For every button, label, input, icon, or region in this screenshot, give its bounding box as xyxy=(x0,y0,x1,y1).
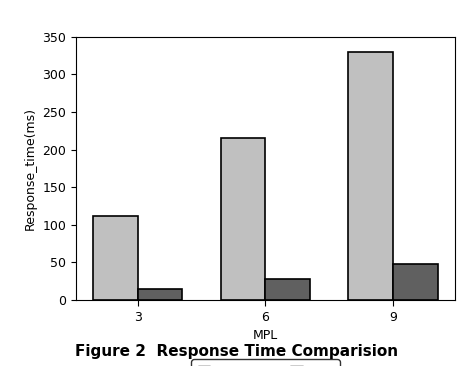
Bar xyxy=(348,52,393,300)
X-axis label: MPL: MPL xyxy=(253,329,278,342)
Bar xyxy=(93,216,138,300)
Bar xyxy=(265,279,310,300)
Bar xyxy=(221,138,265,300)
Bar xyxy=(138,289,182,300)
Legend: 2PC, 1PC: 2PC, 1PC xyxy=(191,359,339,366)
Y-axis label: Response_time(ms): Response_time(ms) xyxy=(24,107,36,230)
Bar xyxy=(393,264,438,300)
Text: Figure 2  Response Time Comparision: Figure 2 Response Time Comparision xyxy=(75,344,399,359)
